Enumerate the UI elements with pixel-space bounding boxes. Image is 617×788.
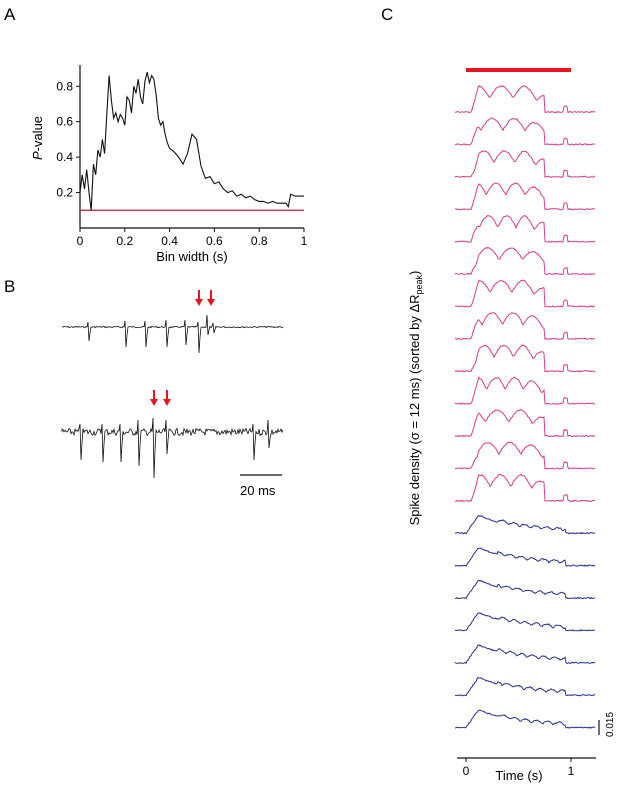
magenta-density-trace xyxy=(454,408,596,438)
magenta-density-trace xyxy=(454,344,595,373)
y-tick-label: 0.2 xyxy=(56,186,73,200)
time-scalebar-label: 20 ms xyxy=(240,483,276,498)
spike-arrow-head xyxy=(195,299,203,306)
blue-density-trace xyxy=(454,644,596,664)
spike-density-traces xyxy=(454,84,596,729)
spike-arrow-head xyxy=(163,399,171,406)
panel-c-ylabel-end: ) xyxy=(407,271,422,275)
panel-a-xlabel: Bin width (s) xyxy=(156,249,228,264)
blue-density-trace xyxy=(454,709,596,729)
magenta-density-trace xyxy=(454,246,596,276)
panel-a-ticks: 0 0.2 0.4 0.6 0.8 1 0.2 0.4 0.6 0.8 xyxy=(56,79,307,248)
panel-a-ylabel: P-value xyxy=(30,116,45,160)
x-tick-label: 0.6 xyxy=(206,234,223,248)
magenta-density-trace xyxy=(454,117,596,146)
magenta-density-trace xyxy=(454,84,596,114)
magenta-density-trace xyxy=(454,182,595,211)
magenta-density-trace xyxy=(454,441,596,470)
panel-c-ylabel-main: Spike density (σ = 12 ms) (sorted by ΔR xyxy=(407,294,422,525)
panel-c-x-tick-label: 1 xyxy=(568,764,575,778)
magenta-density-trace xyxy=(455,312,595,341)
panel-a-ylabel-rest: -value xyxy=(30,116,45,151)
panel-a-ylabel-italic: P xyxy=(30,151,45,160)
y-tick-label: 0.6 xyxy=(56,115,73,129)
panel-c-ylabel-sub: peak xyxy=(414,274,424,294)
spike-arrows xyxy=(150,290,215,406)
x-tick-label: 0.8 xyxy=(251,234,268,248)
blue-density-trace xyxy=(454,514,596,535)
panel-label-b: B xyxy=(4,277,15,296)
spike-arrow-head xyxy=(150,399,158,406)
density-scalebar-label: 0.015 xyxy=(605,712,616,737)
extracellular-trace-bottom xyxy=(61,417,284,479)
magenta-density-trace xyxy=(454,279,596,308)
blue-density-trace xyxy=(454,547,596,567)
spike-arrow-head xyxy=(207,299,215,306)
x-tick-label: 0.4 xyxy=(161,234,178,248)
magenta-density-trace xyxy=(454,149,596,178)
y-tick-label: 0.8 xyxy=(56,79,73,93)
p-value-line xyxy=(79,71,304,211)
panel-c-x-tick-label: 0 xyxy=(463,764,470,778)
x-tick-label: 0.2 xyxy=(116,234,133,248)
panel-label-c: C xyxy=(381,5,393,24)
panel-label-a: A xyxy=(4,5,16,24)
panel-c-xlabel: Time (s) xyxy=(495,768,542,783)
y-tick-label: 0.4 xyxy=(56,150,73,164)
magenta-density-trace xyxy=(454,473,596,503)
x-tick-label: 0 xyxy=(77,234,84,248)
panel-c-ylabel: Spike density (σ = 12 ms) (sorted by ΔRp… xyxy=(407,271,424,526)
blue-density-trace xyxy=(454,612,596,632)
magenta-density-trace xyxy=(454,376,596,405)
extracellular-trace-top xyxy=(61,314,284,354)
x-tick-label: 1 xyxy=(301,234,308,248)
blue-density-trace xyxy=(454,579,596,600)
panel-a-chart: 0 0.2 0.4 0.6 0.8 1 0.2 0.4 0.6 0.8 Bin width (s)… xyxy=(30,65,308,264)
panel-a-axes xyxy=(79,65,304,229)
blue-density-trace xyxy=(454,676,596,697)
panel-b-recordings: 20 ms xyxy=(61,290,284,498)
magenta-density-trace xyxy=(454,214,596,243)
